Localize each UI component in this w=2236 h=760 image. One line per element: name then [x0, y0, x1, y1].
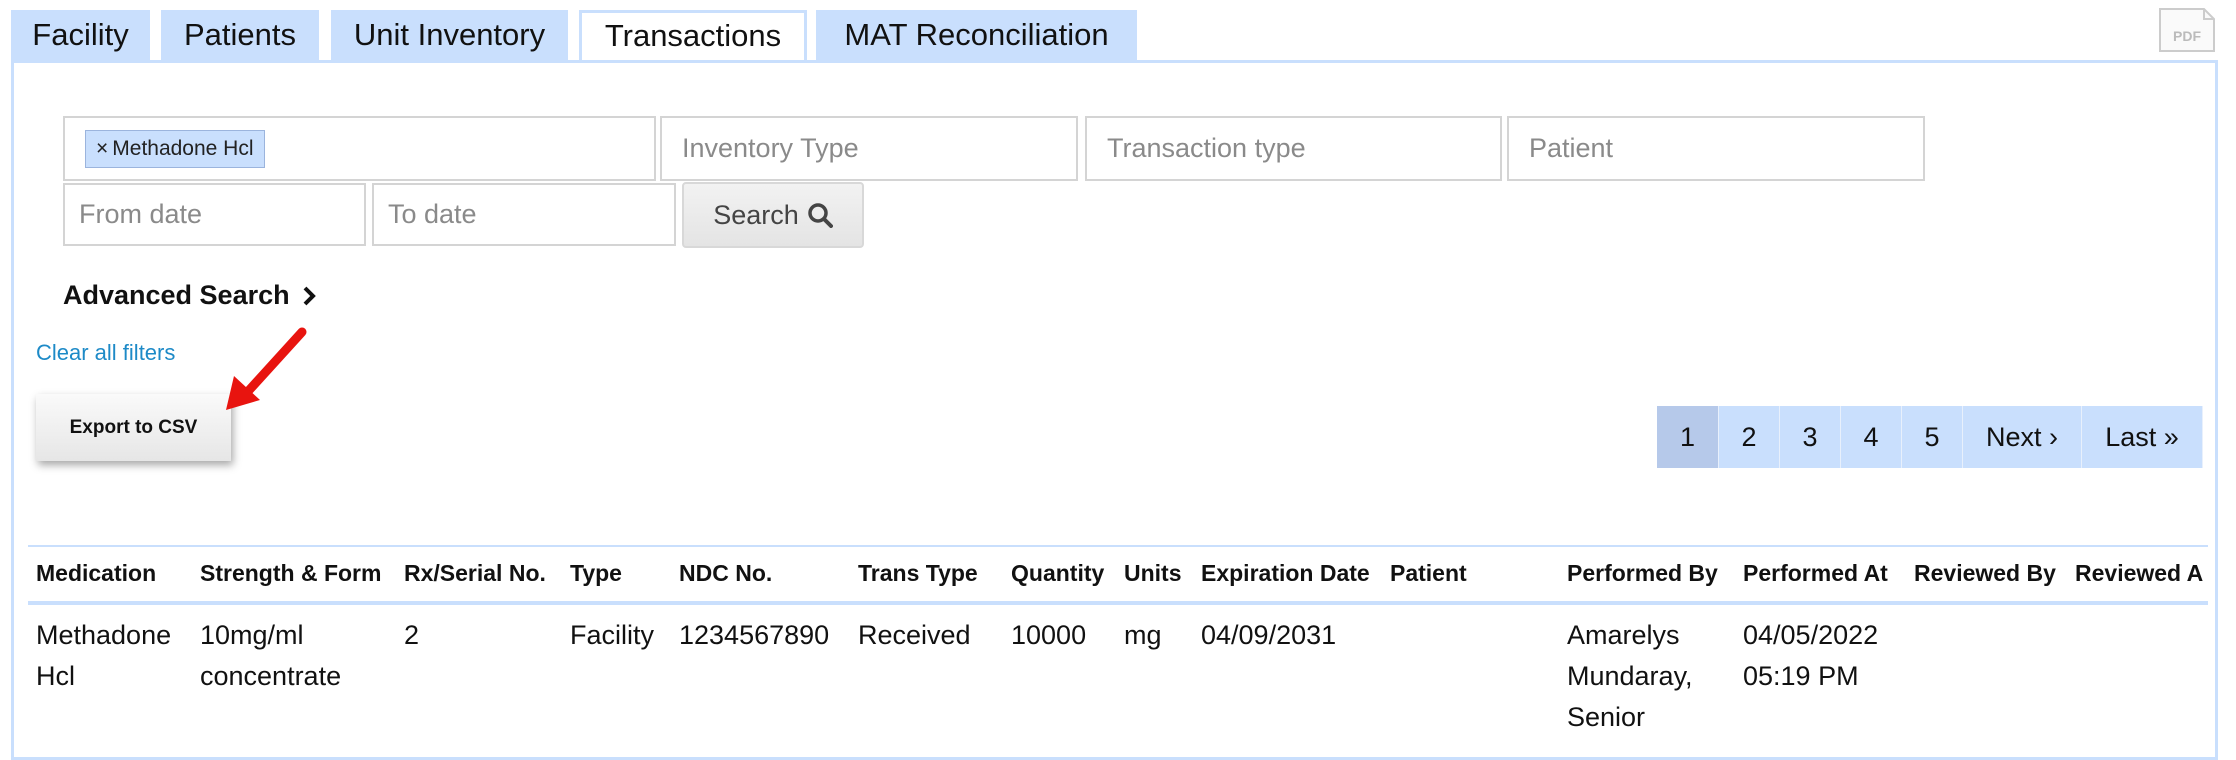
cell-medication: Methadone Hcl	[36, 620, 172, 691]
pdf-label: PDF	[2173, 28, 2201, 44]
page-3-button[interactable]: 3	[1780, 406, 1841, 468]
col-ndc[interactable]: NDC No.	[679, 560, 773, 586]
col-reviewed-at[interactable]: Reviewed A	[2075, 560, 2204, 586]
search-icon	[808, 203, 833, 228]
cell-performed-at: 04/05/2022 05:19 PM	[1743, 620, 1879, 691]
tab-unit-inventory[interactable]: Unit Inventory	[331, 10, 568, 60]
cell-performed-by: Amarelys Mundaray, Senior	[1567, 620, 1693, 732]
cell-quantity: 10000	[1011, 620, 1087, 650]
table-top-divider	[28, 545, 2208, 547]
page-4-button[interactable]: 4	[1841, 406, 1902, 468]
cell-ndc: 1234567890	[679, 620, 830, 650]
search-button[interactable]: Search	[682, 182, 864, 248]
col-medication[interactable]: Medication	[36, 560, 157, 586]
clear-all-filters-link[interactable]: Clear all filters	[36, 340, 176, 365]
cell-trans-type: Received	[858, 620, 971, 650]
medication-chip[interactable]: × Methadone Hcl	[85, 129, 265, 168]
export-csv-button[interactable]: Export to CSV	[36, 394, 231, 461]
inventory-type-input[interactable]: Inventory Type	[660, 116, 1078, 181]
page-5-button[interactable]: 5	[1902, 406, 1963, 468]
col-patient[interactable]: Patient	[1390, 560, 1467, 586]
cell-rx-serial: 2	[404, 620, 420, 650]
col-performed-by[interactable]: Performed By	[1567, 560, 1718, 586]
col-type[interactable]: Type	[570, 560, 622, 586]
from-date-input[interactable]: From date	[63, 183, 366, 246]
chip-remove-icon[interactable]: ×	[96, 136, 109, 160]
page-2-button[interactable]: 2	[1719, 406, 1780, 468]
cell-type: Facility	[570, 620, 655, 650]
cell-expiration-date: 04/09/2031	[1201, 620, 1337, 650]
col-performed-at[interactable]: Performed At	[1743, 560, 1888, 586]
annotation-arrow-icon	[226, 327, 307, 410]
tab-transactions[interactable]: Transactions	[579, 10, 807, 60]
tab-patients[interactable]: Patients	[161, 10, 319, 60]
advanced-search-label: Advanced Search	[63, 280, 290, 310]
col-expiration-date[interactable]: Expiration Date	[1201, 560, 1370, 586]
tab-facility[interactable]: Facility	[11, 10, 150, 60]
search-label: Search	[713, 199, 799, 230]
col-rx-serial[interactable]: Rx/Serial No.	[404, 560, 546, 586]
col-reviewed-by[interactable]: Reviewed By	[1914, 560, 2056, 586]
page-1-button[interactable]: 1	[1657, 406, 1719, 468]
last-page-button[interactable]: Last »	[2082, 406, 2203, 468]
next-page-button[interactable]: Next ›	[1963, 406, 2082, 468]
pdf-file-icon[interactable]: PDF	[2158, 8, 2216, 52]
cell-units: mg	[1124, 620, 1162, 650]
col-strength-form[interactable]: Strength & Form	[200, 560, 382, 586]
col-units[interactable]: Units	[1124, 560, 1182, 586]
col-trans-type[interactable]: Trans Type	[858, 560, 978, 586]
cell-strength-form: 10mg/ml concentrate	[200, 620, 342, 691]
pagination: 1 2 3 4 5 Next › Last »	[1657, 406, 2203, 468]
advanced-search-toggle[interactable]: Advanced Search	[63, 280, 316, 311]
transaction-type-input[interactable]: Transaction type	[1085, 116, 1502, 181]
chip-label: Methadone Hcl	[112, 136, 254, 160]
col-quantity[interactable]: Quantity	[1011, 560, 1105, 586]
to-date-input[interactable]: To date	[372, 183, 676, 246]
chevron-right-icon	[303, 286, 316, 305]
patient-input[interactable]: Patient	[1507, 116, 1925, 181]
tab-mat-reconciliation[interactable]: MAT Reconciliation	[816, 10, 1137, 60]
medication-select[interactable]: × Methadone Hcl	[63, 116, 656, 181]
table-header-divider	[28, 601, 2208, 605]
